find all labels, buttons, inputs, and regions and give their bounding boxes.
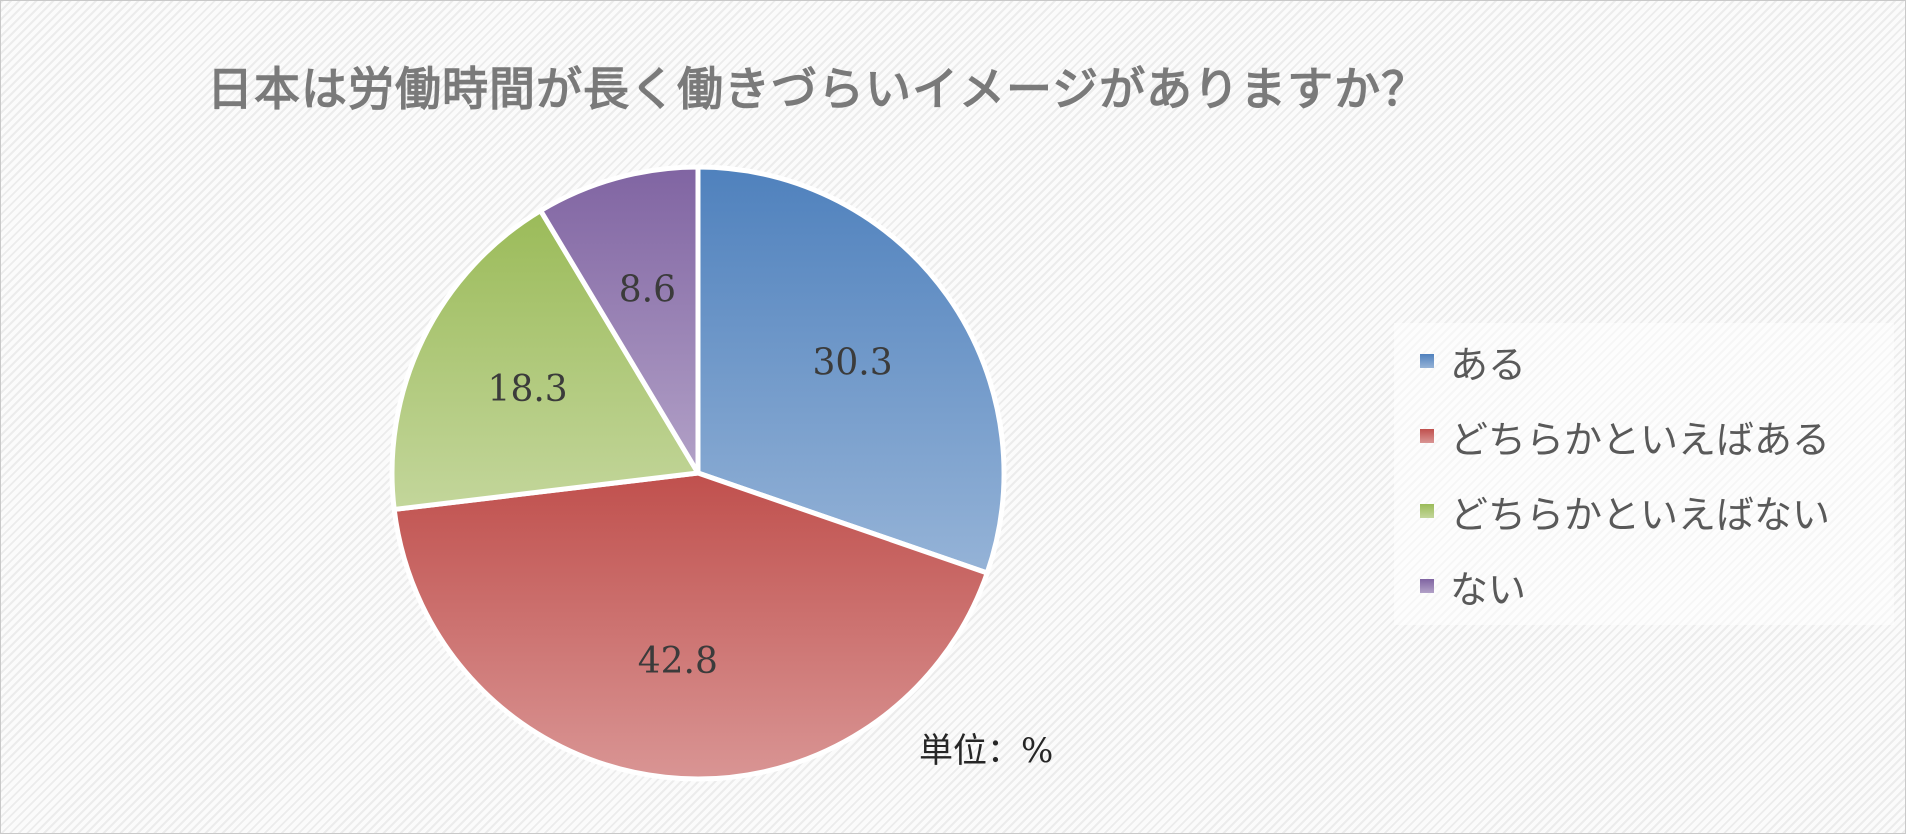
data-label-2: 18.3 (488, 369, 568, 410)
pie-slice-0 (695, 164, 1007, 576)
legend-swatch-1 (1420, 429, 1434, 443)
legend: ある どちらかといえばある どちらかといえばない ない (1394, 323, 1894, 625)
legend-item-3: ない (1420, 561, 1527, 612)
pie-slice-1 (391, 470, 990, 782)
pie-slice-3 (538, 164, 701, 476)
legend-label-3: ない (1450, 567, 1527, 612)
legend-item-2: どちらかといえばない (1420, 486, 1831, 537)
legend-swatch-3 (1420, 579, 1434, 593)
legend-item-1: どちらかといえばある (1420, 411, 1831, 462)
legend-swatch-2 (1420, 504, 1434, 518)
legend-label-2: どちらかといえばない (1450, 492, 1831, 537)
data-label-1: 42.8 (638, 641, 718, 682)
data-label-0: 30.3 (812, 342, 892, 383)
pie-slices (389, 164, 1007, 782)
data-label-3: 8.6 (619, 270, 676, 311)
pie-slice-2 (389, 208, 701, 512)
chart-title: 日本は労働時間が長く働きづらいイメージがありますか？ (207, 62, 1429, 116)
legend-swatch-0 (1420, 354, 1434, 368)
legend-label-1: どちらかといえばある (1450, 417, 1831, 462)
legend-item-0: ある (1420, 336, 1527, 387)
legend-label-0: ある (1450, 342, 1527, 387)
unit-note: 単位：% (919, 731, 1054, 771)
pie-data-labels: 30.3 42.8 18.3 8.6 (488, 270, 893, 682)
